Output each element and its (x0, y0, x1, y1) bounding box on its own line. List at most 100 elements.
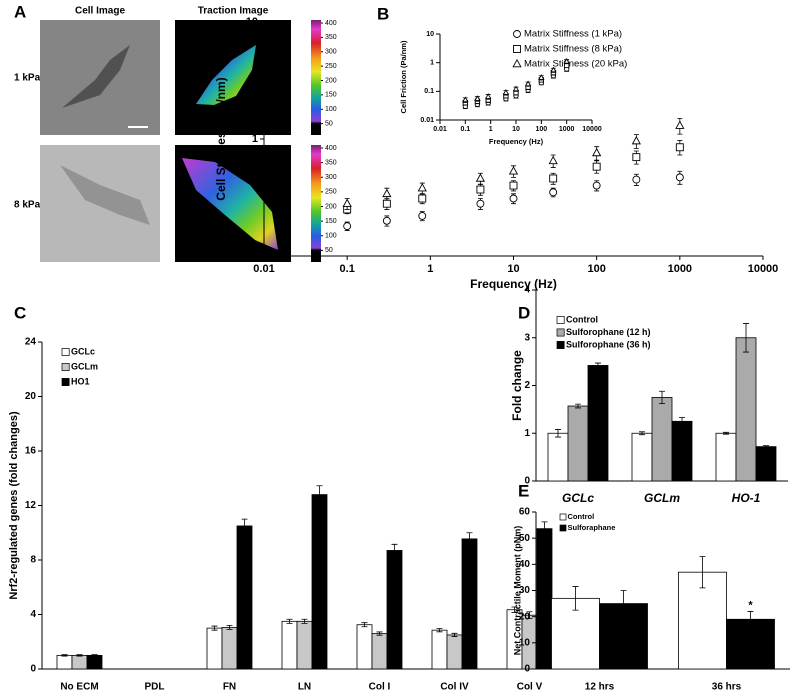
error-bar (436, 628, 443, 633)
y-axis-title: Net Contractile Moment (pNm) (512, 526, 522, 656)
marker (418, 194, 427, 203)
legend-label: Sulforophane (36 h) (566, 339, 651, 349)
legend-label: Matrix Stiffness (8 kPa) (524, 44, 622, 55)
bar (71, 654, 88, 670)
error-bar (391, 543, 398, 557)
error-bar (376, 631, 383, 636)
error-bar (723, 431, 729, 435)
x-tick-label: Col IV (440, 682, 469, 693)
error-bar (572, 586, 579, 611)
marker (382, 188, 392, 198)
error-bar (241, 518, 248, 534)
marker (502, 89, 510, 95)
marker (632, 175, 641, 184)
colorbar-tick-label: 100 (325, 106, 337, 113)
bar (86, 654, 103, 670)
bar (296, 620, 313, 670)
error-bar (595, 362, 601, 369)
colorbar-tick-label: 300 (325, 174, 337, 181)
error-bar (541, 521, 548, 536)
x-tick-label: 100 (535, 126, 547, 133)
error-bar (743, 323, 749, 353)
x-tick-label: PDL (145, 682, 165, 693)
panel-label: E (518, 481, 529, 500)
x-tick-label: 0.1 (460, 126, 470, 133)
x-tick-label: LN (298, 682, 311, 693)
error-bar (747, 611, 754, 628)
bar (678, 571, 727, 670)
error-bar (466, 532, 473, 546)
marker (512, 85, 520, 92)
bar (547, 432, 569, 482)
legend-label: Control (566, 314, 598, 324)
colorbar-tick-label: 400 (325, 145, 337, 152)
x-tick-label: FN (223, 682, 236, 693)
colorbar-tick-label: 200 (325, 203, 337, 210)
y-axis-title: Cell Friction (Pa/nm) (399, 40, 408, 113)
error-bar (61, 654, 68, 657)
marker (508, 166, 519, 175)
legend-label: Matrix Stiffness (20 kPa) (524, 59, 627, 70)
marker (550, 66, 557, 73)
y-tick-label: 12 (25, 500, 37, 511)
error-bar (639, 431, 645, 436)
y-tick-label: 20 (25, 391, 37, 402)
legend-label: Sulforophane (12 h) (566, 327, 651, 337)
legend-label: GCLc (71, 346, 95, 356)
colorbar-tick-label: 250 (325, 189, 337, 196)
bar (651, 397, 673, 482)
marker (509, 181, 518, 190)
bar (631, 432, 653, 482)
x-tick-label: 1000 (668, 263, 692, 275)
x-axis-title: Frequency (Hz) (489, 137, 544, 146)
bar (461, 538, 478, 670)
x-tick-label: 10000 (582, 126, 602, 133)
bar (236, 525, 253, 670)
marker (592, 181, 601, 190)
marker (563, 57, 570, 64)
column-title: Traction Image (198, 6, 269, 17)
bar (446, 634, 463, 670)
legend-swatch (556, 328, 565, 337)
bar (206, 627, 223, 670)
y-tick-label: 30 (519, 585, 531, 596)
image-panel: A Cell Image Traction Image 1 kPa 8 kPa (14, 2, 321, 262)
marker (513, 45, 521, 53)
row-label: 8 kPa (14, 200, 41, 211)
y-tick-label: 16 (25, 446, 37, 457)
legend-label: GCLm (71, 361, 98, 371)
legend-label: Control (568, 512, 595, 521)
error-bar (226, 625, 233, 630)
marker (343, 222, 352, 231)
marker (524, 80, 532, 87)
bar (715, 432, 737, 482)
marker (382, 216, 391, 225)
legend-swatch (559, 524, 567, 532)
y-tick-label: 4 (524, 285, 530, 296)
y-axis-title: Nrf2-regulated genes (fold changes) (8, 411, 20, 600)
colorbar-tick-label: 300 (325, 49, 337, 56)
error-bar (763, 445, 769, 448)
y-tick-label: 0 (30, 664, 36, 675)
marker (382, 199, 391, 208)
x-tick-label: 0.1 (340, 263, 355, 275)
x-tick-label: 100 (587, 263, 605, 275)
x-tick-label: 0.01 (433, 126, 447, 133)
colorbar-tick-label: 50 (325, 120, 333, 127)
bar (726, 618, 775, 670)
bar (281, 620, 298, 670)
error-bar (555, 429, 561, 438)
legend-swatch (556, 316, 565, 324)
y-tick-label: 2 (524, 380, 530, 391)
y-tick-label: 8 (30, 555, 36, 566)
error-bar (211, 625, 218, 631)
error-bar (76, 654, 83, 657)
marker (462, 96, 469, 103)
y-tick-label: 0.1 (424, 88, 434, 95)
colorbar (311, 145, 321, 262)
legend-swatch (61, 363, 70, 371)
error-bar (91, 654, 98, 657)
error-bar (511, 606, 518, 613)
marker (631, 135, 641, 145)
